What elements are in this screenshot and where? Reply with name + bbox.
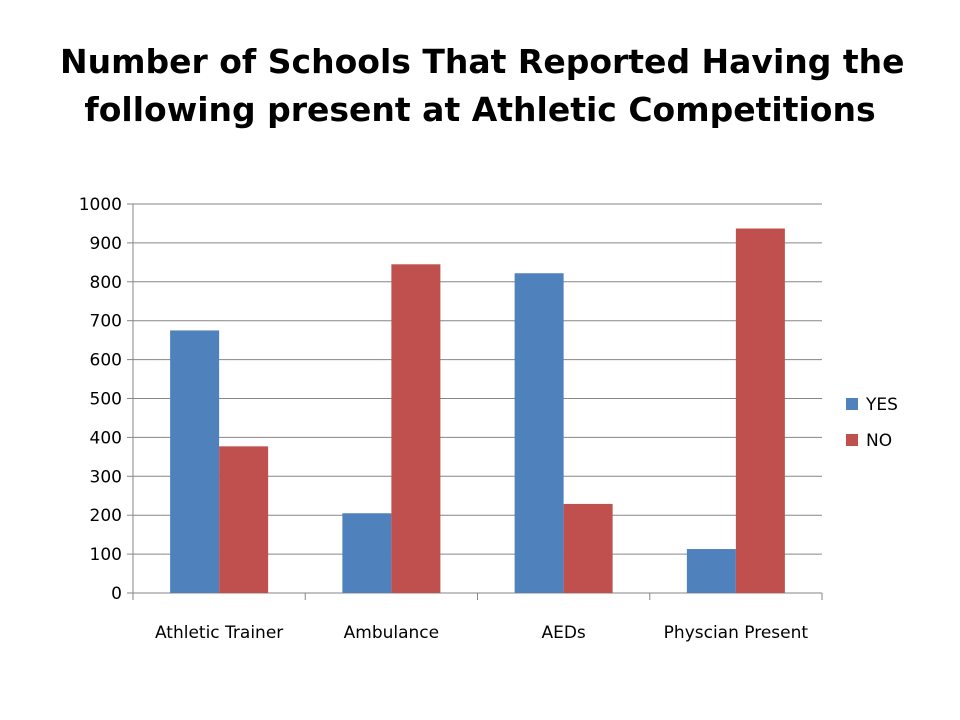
- bar-yes: [686, 549, 736, 593]
- x-tick-label: Ambulance: [344, 623, 439, 643]
- legend: YES NO: [846, 395, 898, 451]
- chart-title-line-2: following present at Athletic Competitio…: [84, 90, 876, 129]
- legend-swatch: [846, 398, 858, 410]
- y-tick-label: 900: [90, 234, 122, 254]
- bar-yes: [170, 330, 220, 593]
- x-tick-label: Athletic Trainer: [155, 623, 283, 643]
- y-tick-label: 200: [90, 506, 122, 526]
- y-tick-label: 0: [111, 584, 122, 604]
- bar-no: [735, 228, 785, 593]
- y-tick-label: 1000: [79, 195, 122, 215]
- y-tick-label: 100: [90, 545, 122, 565]
- y-tick-label: 500: [90, 390, 122, 410]
- y-tick-label: 600: [90, 351, 122, 371]
- chart-title-line-1: Number of Schools That Reported Having t…: [60, 42, 905, 81]
- bar-yes: [342, 513, 392, 593]
- legend-label: YES: [865, 395, 898, 415]
- bar-yes: [514, 273, 564, 593]
- bars: [170, 228, 785, 593]
- y-tick-label: 700: [90, 312, 122, 332]
- y-tick-label: 800: [90, 273, 122, 293]
- x-tick-label: Physcian Present: [664, 623, 809, 643]
- tick-labels: 0 100 200 300 400 500 600 700 800 900 1000 Athletic…: [79, 195, 809, 643]
- bar-no: [563, 503, 613, 593]
- y-tick-label: 400: [90, 428, 122, 448]
- chart-title: Number of Schools That Reported Having t…: [60, 38, 905, 134]
- bar-no: [219, 446, 269, 593]
- gridlines: [133, 203, 822, 555]
- legend-label: NO: [866, 431, 892, 451]
- bar-no: [391, 264, 441, 593]
- legend-swatch: [846, 434, 858, 446]
- x-tick-label: AEDs: [541, 623, 585, 643]
- y-tick-label: 300: [90, 467, 122, 487]
